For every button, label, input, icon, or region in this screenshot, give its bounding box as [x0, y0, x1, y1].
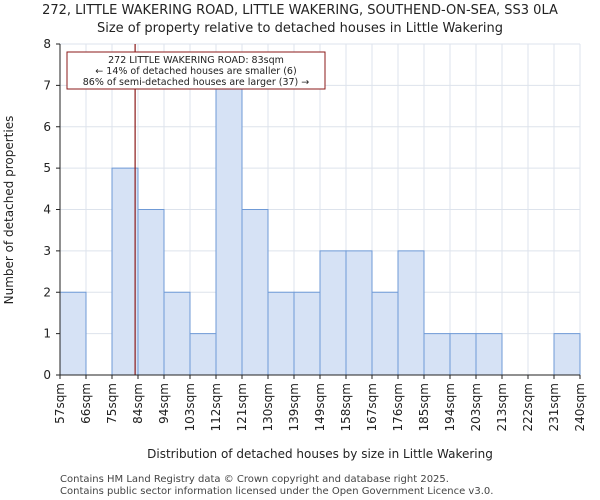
x-tick-label-149sqm: 149sqm	[313, 383, 327, 431]
bar-194sqm	[449, 333, 477, 376]
bar-57sqm	[59, 291, 87, 376]
bar-121sqm	[241, 209, 269, 376]
footer-line-2: Contains public sector information licen…	[60, 486, 493, 497]
y-tick-label-7: 7	[43, 78, 51, 92]
bar-158sqm	[345, 250, 373, 376]
x-tick-label-112sqm: 112sqm	[209, 383, 223, 431]
footer-line-1: Contains HM Land Registry data © Crown c…	[60, 474, 449, 485]
y-tick-label-3: 3	[43, 244, 51, 258]
bars	[59, 84, 581, 376]
y-axis: 0 1 2 3 4 5 6 7 8	[43, 37, 61, 382]
y-tick-label-6: 6	[43, 120, 51, 134]
bar-84sqm	[137, 209, 165, 376]
x-tick-label-176sqm: 176sqm	[391, 383, 405, 431]
x-tick-label-222sqm: 222sqm	[521, 383, 535, 431]
bar-103sqm	[189, 333, 217, 376]
bar-185sqm	[423, 333, 451, 376]
x-tick-label-231sqm: 231sqm	[547, 383, 561, 431]
x-tick-label-185sqm: 185sqm	[417, 383, 431, 431]
chart-subtitle: Size of property relative to detached ho…	[97, 21, 503, 36]
x-tick-label-158sqm: 158sqm	[339, 383, 353, 431]
x-tick-label-203sqm: 203sqm	[469, 383, 483, 431]
marker-group: 272 LITTLE WAKERING ROAD: 83sqm← 14% of …	[66, 44, 326, 375]
annotation-line-1: 272 LITTLE WAKERING ROAD: 83sqm	[108, 55, 284, 66]
x-tick-label-66sqm: 66sqm	[79, 383, 93, 424]
bar-94sqm	[163, 291, 191, 376]
bar-75sqm	[111, 167, 139, 376]
bar-231sqm	[553, 333, 581, 376]
x-tick-label-167sqm: 167sqm	[365, 383, 379, 431]
x-axis-label: Distribution of detached houses by size …	[147, 447, 493, 461]
annotation-line-3: 86% of semi-detached houses are larger (…	[83, 77, 310, 88]
x-tick-label-121sqm: 121sqm	[235, 383, 249, 431]
bar-139sqm	[293, 291, 321, 376]
y-tick-label-0: 0	[43, 368, 51, 382]
x-tick-label-57sqm: 57sqm	[53, 383, 67, 424]
annotation-box	[66, 51, 326, 90]
y-tick-label-8: 8	[43, 37, 51, 51]
y-tick-label-5: 5	[43, 161, 51, 175]
x-tick-label-139sqm: 139sqm	[287, 383, 301, 431]
x-tick-label-84sqm: 84sqm	[131, 383, 145, 424]
bar-130sqm	[267, 291, 295, 376]
x-axis: 57sqm 66sqm 75sqm 84sqm 94sqm 103sqm 112sqm 121…	[53, 374, 587, 431]
chart-title: 272, LITTLE WAKERING ROAD, LITTLE WAKERI…	[42, 3, 558, 18]
x-tick-label-75sqm: 75sqm	[105, 383, 119, 424]
x-tick-label-213sqm: 213sqm	[495, 383, 509, 431]
y-tick-label-1: 1	[43, 327, 51, 341]
y-tick-label-2: 2	[43, 285, 51, 299]
x-tick-label-240sqm: 240sqm	[573, 383, 587, 431]
x-tick-label-130sqm: 130sqm	[261, 383, 275, 431]
x-tick-label-103sqm: 103sqm	[183, 383, 197, 431]
annotation-line-2: ← 14% of detached houses are smaller (6)	[95, 66, 296, 77]
bar-112sqm	[215, 84, 243, 376]
y-tick-label-4: 4	[43, 203, 51, 217]
bar-203sqm	[475, 333, 503, 376]
bar-149sqm	[319, 250, 347, 376]
bar-176sqm	[397, 250, 425, 376]
x-tick-label-94sqm: 94sqm	[157, 383, 171, 424]
x-tick-label-194sqm: 194sqm	[443, 383, 457, 431]
bar-167sqm	[371, 291, 399, 376]
y-axis-label: Number of detached properties	[2, 116, 16, 305]
